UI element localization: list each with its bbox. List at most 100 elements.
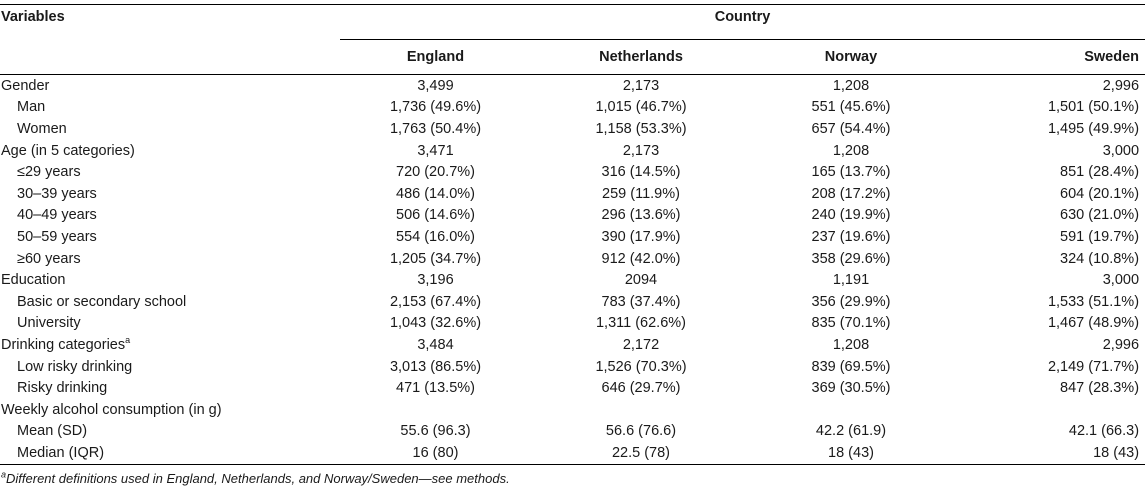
cell-england: 506 (14.6%) <box>396 207 475 224</box>
cell-norway: 369 (30.5%) <box>811 380 891 397</box>
table-row: Low risky drinking 3,013 (86.5%) 1,526 (70… <box>0 356 1145 378</box>
row-label-drinking-categories: Drinking categoriesa <box>0 334 340 356</box>
cell-sweden: 1,467 (48.9%) <box>1047 315 1140 332</box>
cell-sweden: 604 (20.1%) <box>1060 185 1140 202</box>
cell-netherlands: 56.6 (76.6) <box>605 423 677 440</box>
cell-netherlands: 2,173 <box>622 142 660 159</box>
country-header: Country <box>340 4 1145 40</box>
cell-netherlands: 2,173 <box>622 77 660 94</box>
row-label-mean-sd: Mean (SD) <box>0 421 340 443</box>
row-label-median-iqr: Median (IQR) <box>0 442 340 465</box>
cell-norway: 551 (45.6%) <box>811 99 891 116</box>
cell-england: 471 (13.5%) <box>396 380 475 397</box>
cell-norway: 1,208 <box>832 142 870 159</box>
variables-header: Variables <box>0 4 340 40</box>
table-row: 50–59 years 554 (16.0%) 390 (17.9%) 237 (19… <box>0 226 1145 248</box>
cell-norway: 240 (19.9%) <box>811 207 891 224</box>
row-label-basic-or-secondary-school: Basic or secondary school <box>0 291 340 313</box>
cell-norway: 356 (29.9%) <box>811 293 891 310</box>
row-label-50-59-years: 50–59 years <box>0 226 340 248</box>
row-label-university: University <box>0 313 340 335</box>
country-header-norway: Norway <box>751 39 951 75</box>
data-table: Variables Country England Netherlands No… <box>0 4 1145 465</box>
row-label-60-years: ≥60 years <box>0 248 340 270</box>
cell-england: 1,763 (50.4%) <box>389 120 482 137</box>
table-row: Risky drinking 471 (13.5%) 646 (29.7%) 369 … <box>0 377 1145 399</box>
cell-sweden: 2,996 <box>1102 77 1140 94</box>
cell-sweden: 1,501 (50.1%) <box>1047 99 1140 116</box>
row-label-women: Women <box>0 118 340 140</box>
cell-netherlands: 259 (11.9%) <box>602 185 680 202</box>
row-label-age-in-5-categories: Age (in 5 categories) <box>0 140 340 162</box>
table-row: ≥60 years 1,205 (34.7%) 912 (42.0%) 358 (29… <box>0 248 1145 270</box>
cell-norway: 657 (54.4%) <box>811 120 891 137</box>
table-row: Drinking categoriesa 3,484 2,172 1,208 2,996 <box>0 334 1145 356</box>
row-label-40-49-years: 40–49 years <box>0 205 340 227</box>
cell-england: 3,471 <box>417 142 454 159</box>
row-label-text: 30–39 years <box>17 185 97 202</box>
cell-england <box>340 399 531 421</box>
cell-netherlands: 22.5 (78) <box>531 442 751 465</box>
cell-norway: 1,208 <box>832 77 870 94</box>
row-label-text: 40–49 years <box>17 207 97 224</box>
cell-netherlands: 1,158 (53.3%) <box>595 120 687 137</box>
cell-norway: 42.2 (61.9) <box>815 423 887 440</box>
cell-netherlands: 1,311 (62.6%) <box>595 315 686 332</box>
cell-sweden: 42.1 (66.3) <box>1068 423 1140 440</box>
cell-england: 554 (16.0%) <box>396 228 475 245</box>
table-row: ≤29 years 720 (20.7%) 316 (14.5%) 165 (13.7… <box>0 161 1145 183</box>
cell-england: 2,153 (67.4%) <box>389 293 482 310</box>
cell-netherlands: 1,015 (46.7%) <box>595 99 687 116</box>
table-row: University 1,043 (32.6%) 1,311 (62.6%) 835 … <box>0 313 1145 335</box>
cell-norway: 208 (17.2%) <box>811 185 891 202</box>
cell-sweden: 18 (43) <box>951 442 1145 465</box>
cell-england: 3,499 <box>417 77 454 94</box>
row-label-low-risky-drinking: Low risky drinking <box>0 356 340 378</box>
row-label-gender: Gender <box>0 75 340 97</box>
cell-norway: 839 (69.5%) <box>811 358 891 375</box>
cell-netherlands <box>531 399 751 421</box>
row-label-text: University <box>17 315 81 332</box>
row-label-text: 50–59 years <box>17 228 97 245</box>
table-row: Weekly alcohol consumption (in g) <box>0 399 1145 421</box>
country-header-netherlands: Netherlands <box>531 39 751 75</box>
footnote-text: Different definitions used in England, N… <box>6 471 510 486</box>
cell-england: 1,205 (34.7%) <box>389 250 482 267</box>
cell-norway: 835 (70.1%) <box>811 315 891 332</box>
cell-norway: 18 (43) <box>751 442 951 465</box>
table-row: Basic or secondary school 2,153 (67.4%) 78… <box>0 291 1145 313</box>
cell-netherlands: 783 (37.4%) <box>601 293 681 310</box>
row-label-text: Education <box>1 272 66 289</box>
cell-netherlands: 390 (17.9%) <box>601 228 681 245</box>
row-label-text: Weekly alcohol consumption (in g) <box>1 401 222 418</box>
cell-netherlands: 646 (29.7%) <box>601 380 681 397</box>
footnote: aDifferent definitions used in England, … <box>1 470 510 486</box>
cell-netherlands: 316 (14.5%) <box>601 164 681 181</box>
table-header: Variables Country England Netherlands No… <box>0 4 1145 75</box>
row-label-man: Man <box>0 97 340 119</box>
cell-sweden: 630 (21.0%) <box>1060 207 1140 224</box>
table-row: Age (in 5 categories) 3,471 2,173 1,208 3,00… <box>0 140 1145 162</box>
row-label-text: Mean (SD) <box>17 423 88 440</box>
cell-netherlands: 2,172 <box>622 336 660 353</box>
cell-netherlands: 1,526 (70.3%) <box>595 358 687 375</box>
cell-sweden: 851 (28.4%) <box>1060 164 1140 181</box>
table-body: Gender 3,499 2,173 1,208 2,996 Man 1,736 (49.6… <box>0 75 1145 465</box>
cell-sweden: 2,996 <box>1102 336 1140 353</box>
variables-header-spacer <box>0 39 340 75</box>
table-row: 40–49 years 506 (14.6%) 296 (13.6%) 240 (19… <box>0 205 1145 227</box>
table-row: 30–39 years 486 (14.0%) 259 (11.9%) 208 (17… <box>0 183 1145 205</box>
cell-england: 1,736 (49.6%) <box>389 99 482 116</box>
table-row: Median (IQR) 16 (80) 22.5 (78) 18 (43) 18 (4… <box>0 442 1145 465</box>
cell-england: 3,484 <box>417 336 454 353</box>
cell-norway <box>751 399 951 421</box>
cell-norway: 1,191 <box>832 272 870 289</box>
cell-norway: 165 (13.7%) <box>811 164 891 181</box>
cell-norway: 237 (19.6%) <box>811 228 891 245</box>
table-row: Gender 3,499 2,173 1,208 2,996 <box>0 75 1145 97</box>
row-label-text: Age (in 5 categories) <box>1 142 135 159</box>
table-row: Man 1,736 (49.6%) 1,015 (46.7%) 551 (45.6%)… <box>0 97 1145 119</box>
row-label-text: ≥60 years <box>17 250 81 267</box>
table-row: Women 1,763 (50.4%) 1,158 (53.3%) 657 (54.4… <box>0 118 1145 140</box>
